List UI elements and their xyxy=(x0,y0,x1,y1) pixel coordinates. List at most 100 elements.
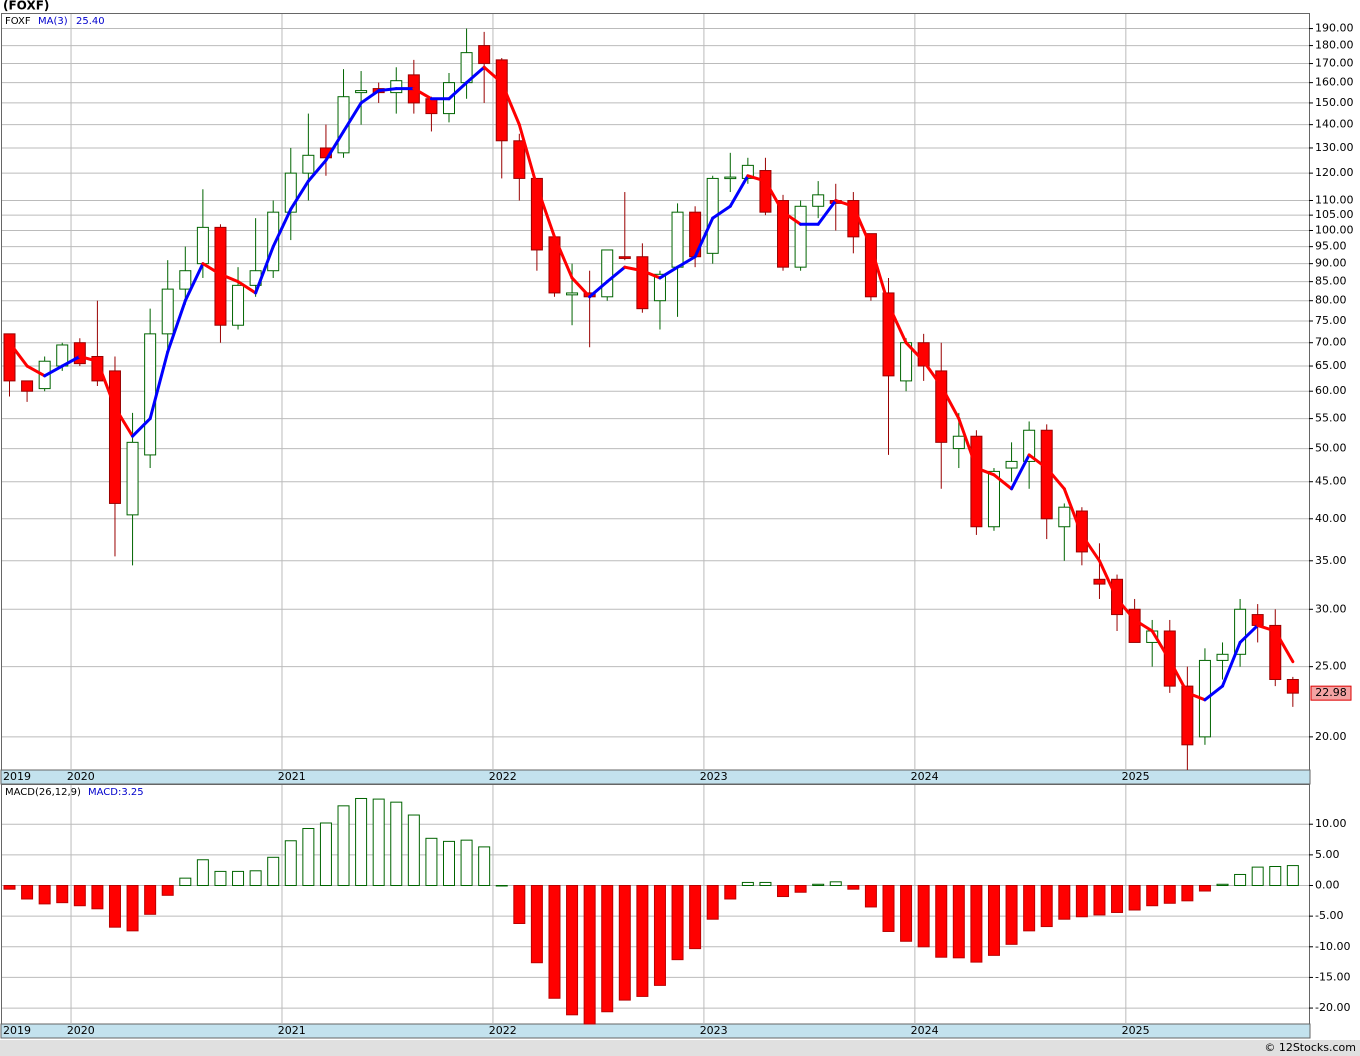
y-tick-label: 40.00 xyxy=(1315,512,1347,525)
ma-line xyxy=(1185,691,1207,702)
macd-bar xyxy=(126,885,139,932)
candle-body xyxy=(425,98,438,115)
macd-bar xyxy=(179,877,192,887)
macd-bar xyxy=(161,885,174,896)
y-tick-label: 120.00 xyxy=(1315,166,1354,179)
candle-body xyxy=(1128,608,1141,643)
macd-bar xyxy=(232,870,245,887)
ma-line xyxy=(1115,597,1137,622)
y-tick-label: 45.00 xyxy=(1315,475,1347,488)
ma-line xyxy=(623,265,644,273)
ma-line xyxy=(1221,640,1242,688)
macd-bar xyxy=(319,822,332,887)
x-tick-label: 2019 xyxy=(3,1024,31,1037)
macd-bar xyxy=(548,885,561,999)
macd-bar xyxy=(407,814,420,887)
ma-line xyxy=(131,417,152,438)
candle-body xyxy=(970,435,983,528)
ma-line xyxy=(236,280,258,295)
ma-line xyxy=(254,245,275,295)
y-tick-label: 150.00 xyxy=(1315,96,1354,109)
ma-line xyxy=(1256,623,1277,633)
macd-bar xyxy=(1163,885,1176,904)
macd-bar xyxy=(1198,885,1211,892)
macd-bar xyxy=(777,885,790,898)
y-tick-label: 170.00 xyxy=(1315,57,1354,70)
ma-line xyxy=(342,101,363,133)
candle-body xyxy=(1234,608,1247,655)
ma-line xyxy=(939,384,961,421)
candle-body xyxy=(987,470,1000,528)
ma-line xyxy=(25,364,47,378)
footer: © 12Stocks.com xyxy=(1264,1041,1356,1054)
candle-body xyxy=(1023,429,1036,462)
ma-line xyxy=(1062,487,1084,537)
y-tick-label: 55.00 xyxy=(1315,412,1347,425)
candle-body xyxy=(355,90,368,94)
y-tick-label: 80.00 xyxy=(1315,294,1347,307)
ma-line xyxy=(974,466,996,477)
macd-bar xyxy=(73,885,86,907)
y-tick-label: -10.00 xyxy=(1315,940,1350,953)
ma-line xyxy=(500,81,521,127)
ma-line xyxy=(1045,466,1066,491)
ma-line xyxy=(570,276,592,299)
candle-body xyxy=(1181,685,1194,746)
ma-line xyxy=(1080,533,1101,563)
y-tick-label: 110.00 xyxy=(1315,194,1354,207)
ma-line xyxy=(640,269,662,280)
macd-bar xyxy=(1251,866,1264,887)
macd-bar xyxy=(108,885,121,928)
macd-bar xyxy=(372,798,385,887)
macd-legend: MACD:3.25 xyxy=(88,787,144,798)
macd-bar xyxy=(935,885,948,958)
ma-line xyxy=(306,158,328,183)
macd-bar xyxy=(1146,885,1159,907)
ma-line xyxy=(992,473,1014,491)
candle-body xyxy=(724,176,737,180)
macd-bar xyxy=(1075,885,1088,918)
x-tick-label: 2023 xyxy=(700,1024,728,1037)
macd-bar xyxy=(1128,885,1141,911)
macd-bar xyxy=(1093,885,1106,916)
ma-line xyxy=(904,341,926,363)
legend-ma: MA(3) xyxy=(38,16,68,27)
ma-line xyxy=(1010,453,1031,491)
macd-bar xyxy=(425,837,438,887)
x-tick-label: 2023 xyxy=(700,770,728,783)
ma-line xyxy=(183,262,205,303)
price-tag xyxy=(1310,685,1352,701)
candle-body xyxy=(284,172,297,213)
ma-line xyxy=(693,216,715,259)
ma-line xyxy=(781,210,803,226)
candle-body xyxy=(530,177,543,251)
ma-line xyxy=(1273,629,1295,664)
x-tick-label: 2020 xyxy=(67,770,95,783)
macd-bar xyxy=(337,805,350,887)
ma-line xyxy=(60,354,82,368)
candle-body xyxy=(601,249,614,298)
candle-body xyxy=(144,333,157,456)
year-strip xyxy=(0,769,1311,785)
ma-line xyxy=(78,354,99,363)
candle-body xyxy=(495,59,508,142)
y-tick-label: -15.00 xyxy=(1315,970,1350,983)
ma-line xyxy=(201,262,222,276)
macd-bar xyxy=(689,885,702,950)
y-tick-label: 160.00 xyxy=(1315,76,1354,89)
macd-bar xyxy=(741,881,754,887)
candle-body xyxy=(1058,506,1071,528)
macd-bar xyxy=(1286,865,1299,887)
ma-line xyxy=(482,65,504,85)
candle-body xyxy=(777,200,790,268)
candle-body xyxy=(21,380,34,392)
ma-line xyxy=(1027,453,1049,470)
ma-line xyxy=(869,245,890,307)
macd-bar xyxy=(38,885,51,905)
ma-line xyxy=(166,299,187,354)
macd-bar xyxy=(864,885,877,908)
y-tick-label: 130.00 xyxy=(1315,141,1354,154)
macd-bar xyxy=(706,885,719,920)
macd-bar xyxy=(829,881,842,887)
